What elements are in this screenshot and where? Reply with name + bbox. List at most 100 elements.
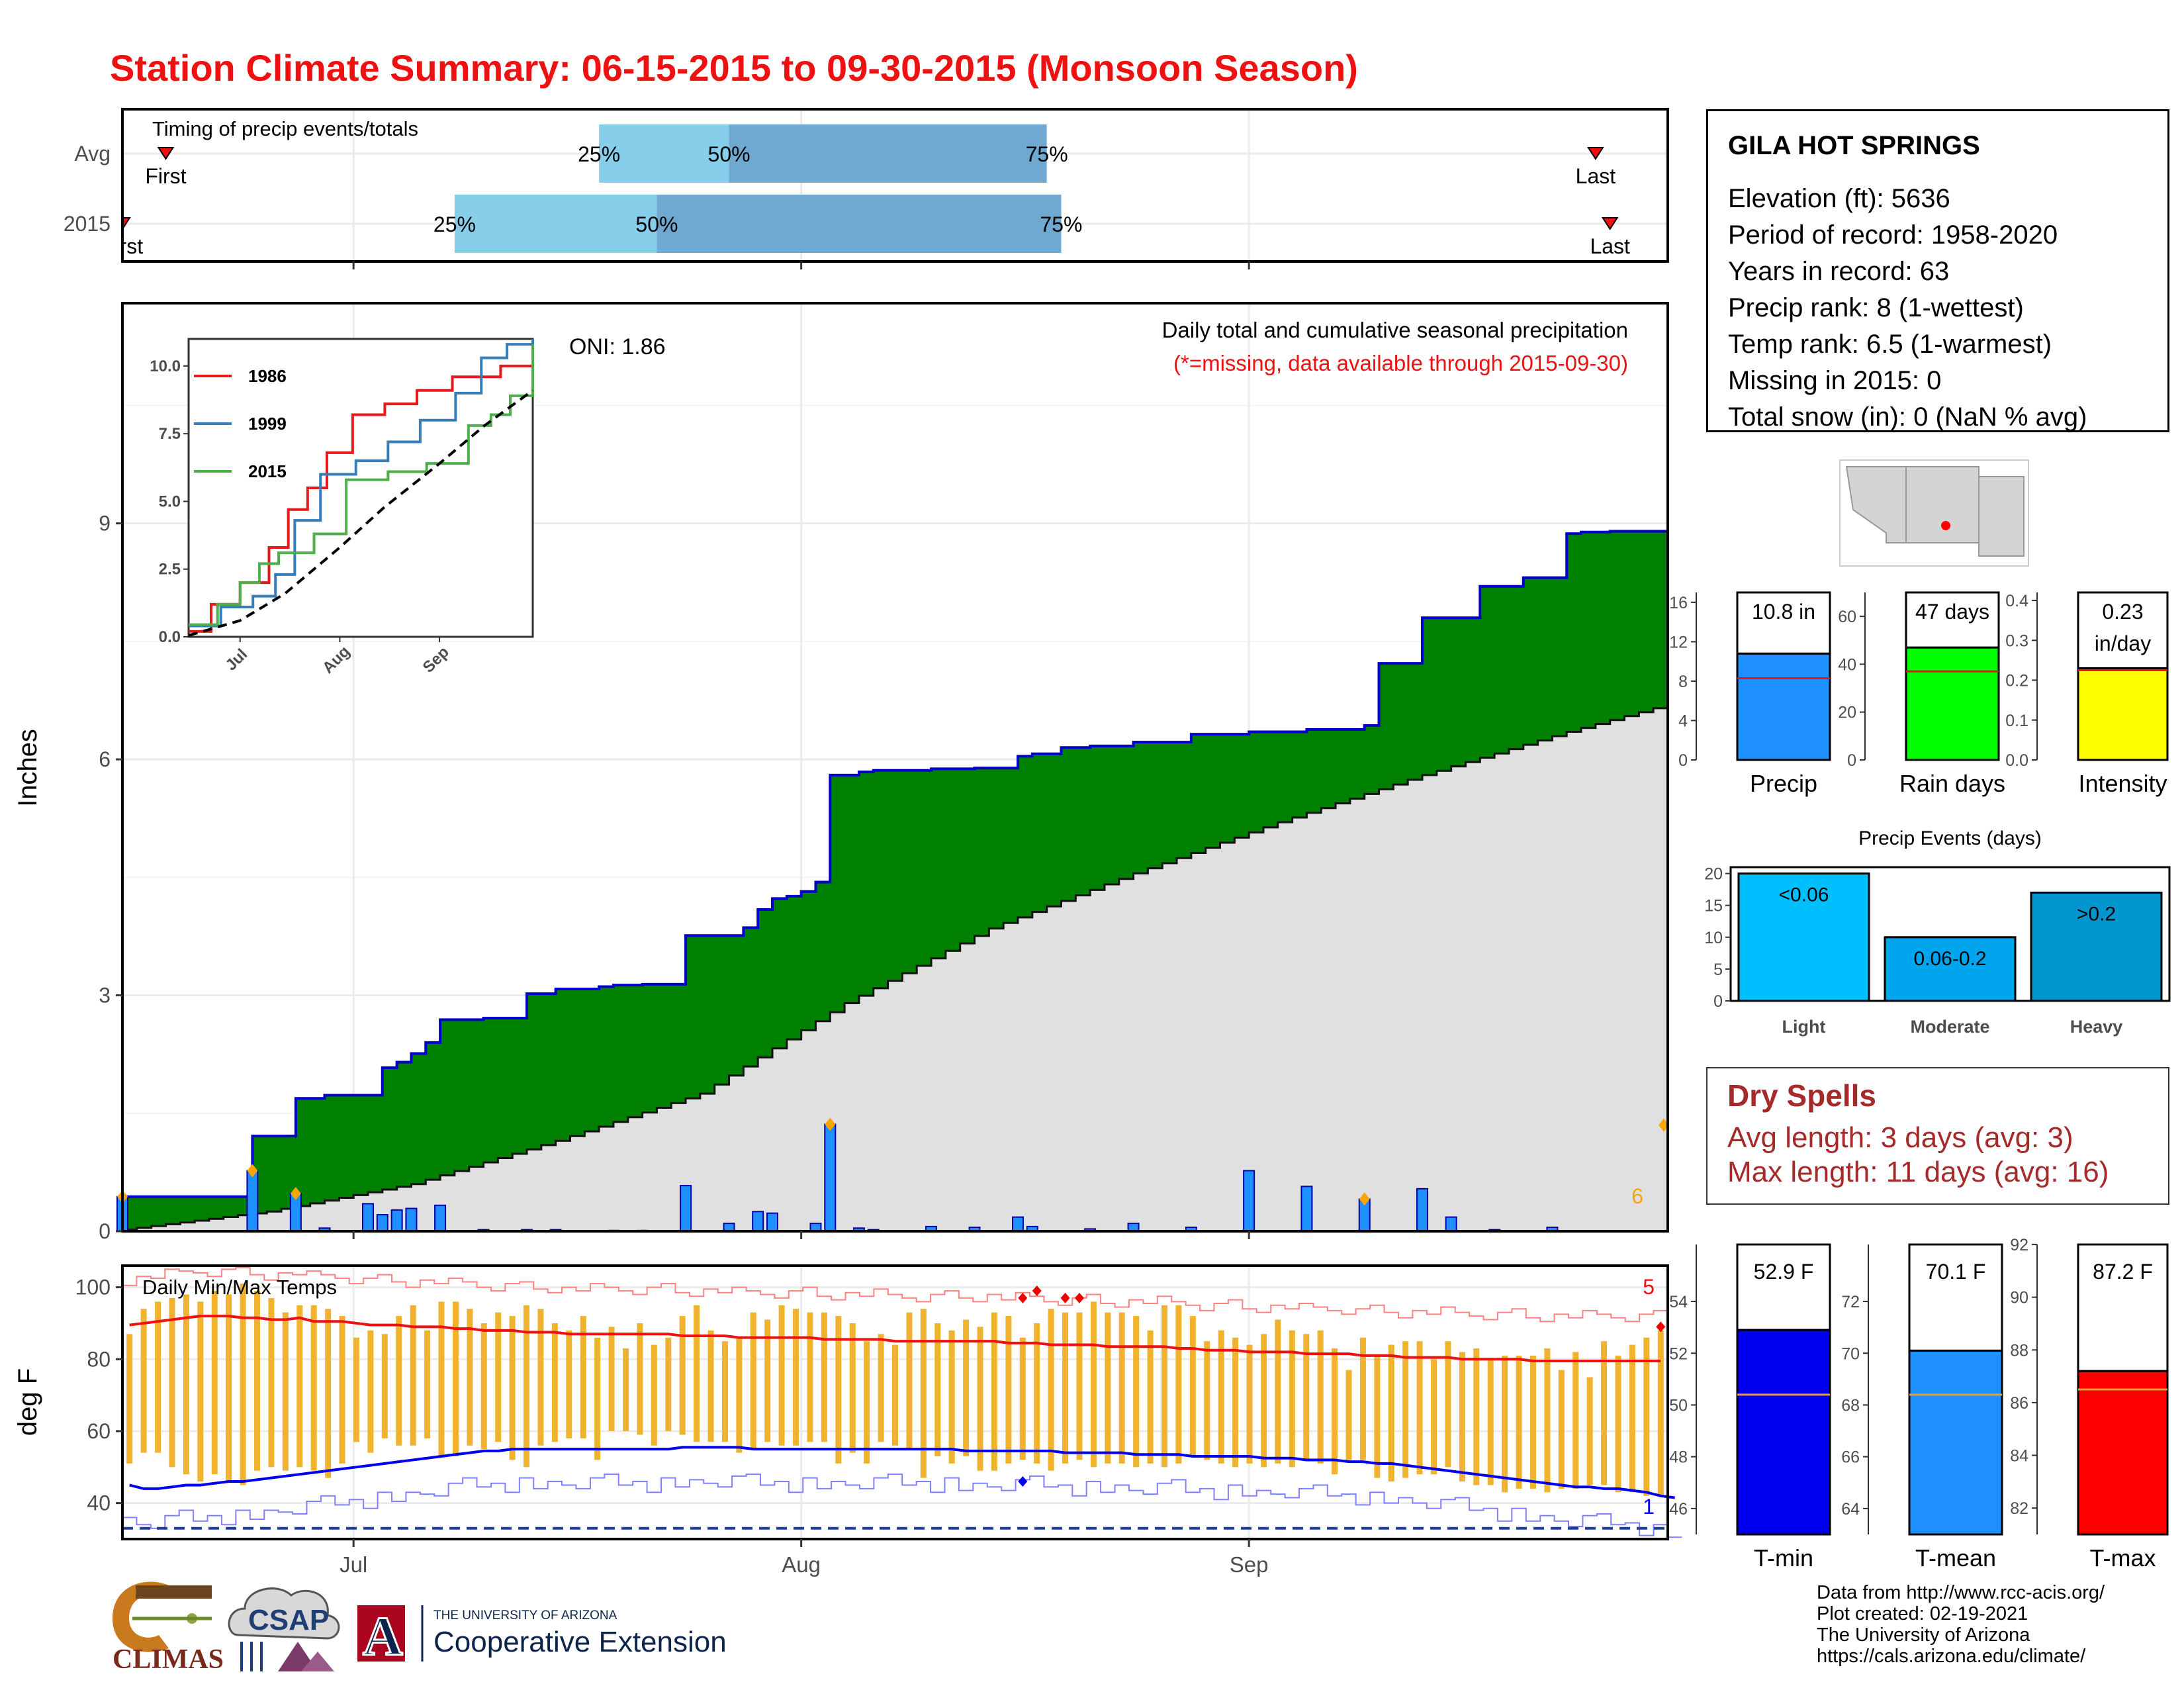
temp-range-bar: [1161, 1305, 1168, 1468]
temp-range-bar: [1529, 1355, 1536, 1489]
events-bar: [1737, 872, 1870, 1002]
temp-gauge-value-box: [1908, 1243, 2003, 1352]
temp-ytick-label: 100: [75, 1276, 111, 1299]
timing-ytick-label: 2015: [64, 212, 111, 236]
station-name: GILA HOT SPRINGS: [1728, 131, 1980, 160]
temp-border: [121, 1264, 1669, 1540]
daily-precip-bar: [1445, 1216, 1457, 1232]
temp-range-bar: [495, 1312, 502, 1442]
temp-range-bar: [353, 1337, 359, 1442]
tmin-record-marker: [1018, 1476, 1028, 1487]
temp-range-bar: [580, 1316, 586, 1438]
precip-plot-border: [121, 302, 1669, 1233]
events-ytick-label: 5: [1713, 961, 1723, 979]
precip-gauge-ytick-label: 0: [1678, 751, 1688, 770]
temp-range-bar: [1189, 1316, 1196, 1457]
temp-range-bar: [707, 1330, 714, 1442]
temp-range-bar: [608, 1327, 615, 1431]
precip-gauge-bar: [1905, 646, 2000, 761]
dry-spells-title: Dry Spells: [1727, 1078, 1876, 1113]
temp-range-bar: [651, 1344, 657, 1446]
timing-quartile-bar-light: [454, 195, 657, 253]
events-bar: [2030, 891, 2163, 1002]
temp-range-bar: [864, 1341, 870, 1464]
temp-range-bar: [1657, 1330, 1664, 1496]
temp-range-bar: [424, 1330, 431, 1438]
precip-gauges: 0 4 8 12 16 Precip 10.8 in 0 20 40 60 Rain days 47 d…: [1669, 591, 2169, 797]
daily-precip-bar: [1011, 1216, 1024, 1232]
temp-range-bar: [764, 1319, 771, 1442]
precip-gauge-ytick-label: 0.2: [2005, 672, 2028, 690]
temp-range-bar: [381, 1334, 388, 1438]
csap-logo: CSAP: [228, 1587, 340, 1671]
daily-precip-bar: [390, 1209, 403, 1232]
temp-ytick-label: 60: [87, 1419, 111, 1443]
daily-precip-bar: [434, 1204, 447, 1232]
precip-ylabel: Inches: [13, 729, 42, 807]
temp-xtick-label: Aug: [782, 1552, 821, 1577]
temp-range-bar: [1431, 1359, 1437, 1475]
station-elevation: Elevation (ft): 5636: [1728, 184, 1950, 213]
tmin-record-line: [122, 1474, 1682, 1538]
temp-range-bar: [1133, 1316, 1140, 1468]
daily-precip-bar: [1416, 1188, 1429, 1233]
temp-range-bar: [1034, 1323, 1040, 1464]
dry-spells-avg: Avg length: 3 days (avg: 3): [1727, 1121, 2073, 1154]
temp-range-bar: [1601, 1341, 1608, 1485]
precip-gauge-value-label: in/day: [2095, 632, 2151, 655]
temp-range-bar: [1275, 1319, 1281, 1464]
inset-ytick-label: 5.0: [159, 492, 181, 510]
temp-range-bar: [126, 1334, 133, 1464]
tmax-record-line: [122, 1266, 1668, 1323]
temp-range-bar: [977, 1327, 983, 1471]
precip-ytick-label: 6: [99, 747, 111, 771]
temp-ytick-label: 40: [87, 1491, 111, 1515]
temp-range-bar: [310, 1305, 317, 1471]
dry-spells-max: Max length: 11 days (avg: 16): [1727, 1156, 2109, 1188]
inset-ytick-label: 7.5: [159, 425, 181, 443]
temp-chart: 40 60 80 100 Jul Aug Sep Daily Min/Max Temps 5 1 d…: [13, 1264, 1682, 1577]
temp-range-bar: [325, 1309, 332, 1478]
tmax-record-marker: [1656, 1321, 1666, 1333]
temp-gauge-ytick-label: 46: [1669, 1500, 1688, 1519]
temp-range-bar: [665, 1337, 672, 1431]
timing-first-label: First: [145, 164, 186, 188]
cumulative-avg-line: [122, 704, 1669, 1231]
daily-precip-bar: [246, 1170, 259, 1232]
timing-last-marker: [1587, 147, 1604, 160]
precip-gauge-ytick-label: 8: [1678, 673, 1688, 691]
temp-max-count-label: 5: [1643, 1275, 1655, 1299]
location-map: [1839, 459, 2029, 567]
temp-range-bar: [1502, 1355, 1508, 1493]
temp-gauge-ytick-label: 52: [1669, 1344, 1688, 1363]
events-ytick-label: 10: [1704, 929, 1723, 947]
timing-border: [121, 108, 1669, 263]
temp-range-bar: [1332, 1348, 1338, 1475]
timing-chart: 25%50%75%FirstLastAvg25%50%75%FirstLast2…: [0, 108, 1669, 269]
station-precip-rank: Precip rank: 8 (1-wettest): [1728, 293, 2024, 322]
temp-range-bar: [991, 1312, 997, 1471]
cumulative-avg-area: [122, 704, 1668, 1231]
temp-range-bar: [1643, 1337, 1650, 1496]
precip-gauge-ytick-label: 60: [1838, 608, 1856, 626]
station-snow: Total snow (in): 0 (NaN % avg): [1728, 402, 2087, 432]
events-bar-label: <0.06: [1779, 884, 1829, 906]
logos: CLIMAS CSAP A THE UNIVERSITY OF ARIZONA …: [113, 1581, 727, 1675]
temp-gauge-value-box: [2077, 1243, 2169, 1372]
station-info-box: GILA HOT SPRINGS Elevation (ft): 5636 Pe…: [1706, 109, 2169, 432]
timing-title: Timing of precip events/totals: [152, 117, 418, 140]
temp-chart-title: Daily Min/Max Temps: [142, 1276, 337, 1299]
event-diamond-marker: [825, 1117, 836, 1131]
oni-label: ONI: 1.86: [569, 334, 666, 359]
temp-range-bar: [1544, 1348, 1551, 1493]
temp-range-bar: [211, 1291, 218, 1475]
tmax-avg-line: [129, 1315, 1661, 1363]
temp-range-bar: [594, 1337, 601, 1460]
temp-gauge-name: T-mean: [1915, 1544, 1996, 1571]
temp-range-bar: [1317, 1330, 1324, 1464]
temp-range-bar: [197, 1301, 204, 1482]
temp-range-bar: [1303, 1334, 1310, 1460]
precip-gauge-ytick-label: 40: [1838, 655, 1856, 674]
timing-quartile-bar-dark: [657, 195, 1062, 253]
temp-range-bar: [1048, 1309, 1054, 1471]
